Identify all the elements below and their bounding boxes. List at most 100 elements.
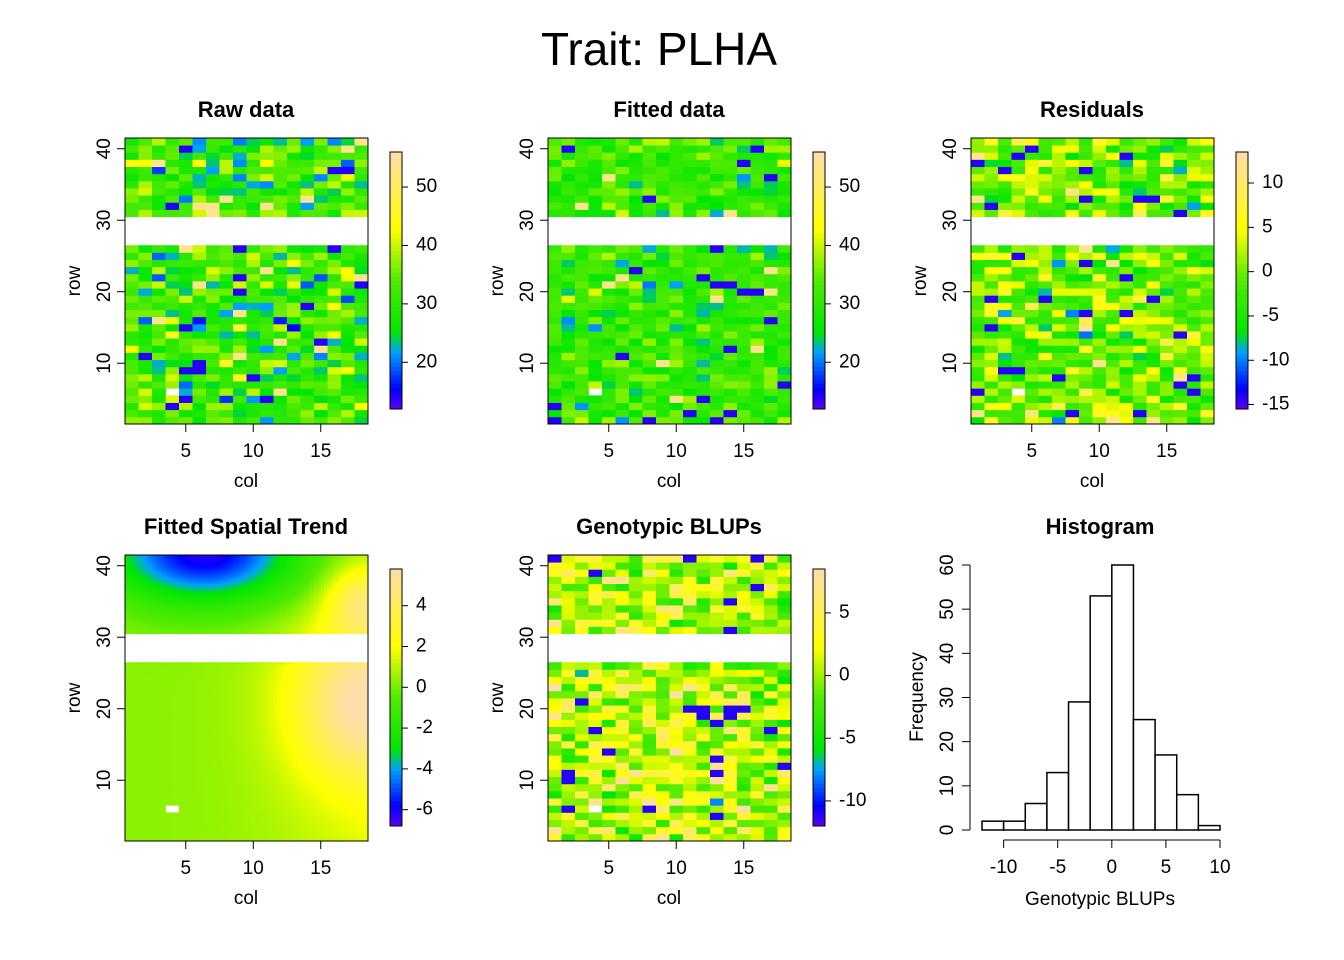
heatmap-cell bbox=[216, 776, 220, 779]
heatmap-cell bbox=[239, 830, 244, 833]
heatmap-cell bbox=[1025, 395, 1039, 403]
heatmap-cell bbox=[192, 814, 197, 817]
heatmap-cell bbox=[253, 783, 258, 786]
heatmap-cell bbox=[320, 835, 325, 838]
heatmap-cell bbox=[256, 789, 261, 792]
heatmap-cell bbox=[1065, 359, 1080, 368]
heatmap-cell bbox=[330, 821, 335, 824]
heatmap-cell bbox=[249, 815, 254, 819]
heatmap-cell bbox=[1119, 245, 1134, 253]
heatmap-cell bbox=[984, 166, 999, 175]
heatmap-cell bbox=[162, 803, 166, 806]
legend-swatch bbox=[813, 233, 825, 239]
heatmap-cell bbox=[588, 295, 603, 303]
heatmap-cell bbox=[253, 774, 258, 778]
heatmap-cell bbox=[317, 819, 322, 822]
heatmap-cell bbox=[246, 266, 261, 275]
heatmap-cell bbox=[273, 323, 288, 332]
heatmap-cell bbox=[1065, 266, 1080, 275]
heatmap-cell bbox=[327, 782, 332, 785]
heatmap-cell bbox=[1079, 381, 1093, 389]
heatmap-cell bbox=[334, 792, 339, 795]
heatmap-cell bbox=[125, 799, 129, 803]
heatmap-cell bbox=[548, 373, 562, 382]
heatmap-cell bbox=[642, 302, 657, 310]
heatmap-cell bbox=[656, 266, 670, 275]
heatmap-cell bbox=[1079, 366, 1093, 375]
heatmap-cell bbox=[297, 787, 301, 790]
heatmap-cell bbox=[1200, 245, 1215, 253]
heatmap-cell bbox=[750, 309, 765, 318]
heatmap-cell bbox=[1200, 381, 1215, 389]
heatmap-cell bbox=[327, 395, 342, 403]
legend-swatch bbox=[1236, 353, 1248, 359]
heatmap-cell bbox=[1160, 388, 1174, 396]
heatmap-cell bbox=[1065, 323, 1080, 332]
heatmap-cell bbox=[192, 832, 197, 835]
heatmap-cell bbox=[179, 826, 183, 829]
heatmap-cell bbox=[341, 138, 355, 146]
heatmap-cell bbox=[307, 839, 312, 842]
heatmap-cell bbox=[128, 794, 133, 797]
heatmap-cell bbox=[307, 815, 312, 819]
heatmap-cell bbox=[158, 824, 163, 828]
heatmap-cell bbox=[310, 792, 315, 795]
heatmap-cell bbox=[1065, 366, 1080, 375]
heatmap-cell bbox=[602, 266, 616, 275]
heatmap-cell bbox=[710, 138, 724, 146]
heatmap-cell bbox=[347, 835, 352, 838]
heatmap-cell bbox=[575, 366, 589, 375]
heatmap-cell bbox=[1038, 159, 1053, 167]
heatmap-cell bbox=[148, 807, 153, 810]
heatmap-cell bbox=[330, 796, 335, 799]
heatmap-cell bbox=[984, 209, 999, 218]
heatmap-cell bbox=[330, 812, 335, 815]
heatmap-cell bbox=[125, 823, 129, 826]
heatmap-cell bbox=[548, 245, 562, 253]
heatmap-cell bbox=[266, 823, 271, 826]
heatmap-cell bbox=[334, 837, 339, 840]
heatmap-cell bbox=[357, 814, 362, 817]
x-tick-label: 15 bbox=[310, 441, 331, 462]
heatmap-cell bbox=[138, 773, 143, 776]
heatmap-cell bbox=[1119, 416, 1134, 425]
heatmap-cell bbox=[263, 773, 268, 776]
plot-frame bbox=[970, 137, 1215, 425]
heatmap-cell bbox=[148, 799, 153, 803]
heatmap-cell bbox=[575, 373, 589, 382]
heatmap-cell bbox=[249, 787, 254, 790]
heatmap-cell bbox=[266, 792, 271, 795]
heatmap-cell bbox=[696, 288, 711, 296]
heatmap-cell bbox=[1146, 388, 1161, 396]
heatmap-cell bbox=[602, 252, 616, 260]
heatmap-cell bbox=[347, 789, 352, 792]
heatmap-cell bbox=[239, 787, 244, 790]
heatmap-cell bbox=[158, 812, 163, 815]
heatmap-cell bbox=[280, 783, 285, 786]
heatmap-cell bbox=[998, 302, 1012, 310]
heatmap-cell bbox=[179, 316, 193, 325]
heatmap-cell bbox=[276, 839, 281, 842]
heatmap-cell bbox=[971, 316, 985, 325]
heatmap-cell bbox=[310, 803, 315, 806]
heatmap-cell bbox=[192, 798, 197, 801]
heatmap-cell bbox=[548, 195, 562, 203]
heatmap-cell bbox=[179, 381, 193, 389]
heatmap-cell bbox=[297, 828, 301, 831]
heatmap-cell bbox=[330, 828, 335, 831]
heatmap-cell bbox=[337, 821, 342, 824]
heatmap-cell bbox=[341, 245, 355, 253]
heatmap-cell bbox=[243, 830, 247, 833]
heatmap-cell bbox=[145, 812, 150, 815]
heatmap-cell bbox=[1092, 188, 1107, 196]
heatmap-cell bbox=[300, 352, 315, 361]
heatmap-cell bbox=[669, 323, 684, 332]
legend-swatch bbox=[813, 391, 825, 397]
heatmap-cell bbox=[347, 796, 352, 799]
heatmap-cell bbox=[145, 776, 150, 779]
heatmap-cell bbox=[145, 799, 150, 803]
heatmap-cell bbox=[615, 416, 630, 425]
heatmap-cell bbox=[1146, 138, 1161, 146]
heatmap-cell bbox=[327, 819, 332, 822]
legend-tick-label: 20 bbox=[839, 351, 860, 372]
